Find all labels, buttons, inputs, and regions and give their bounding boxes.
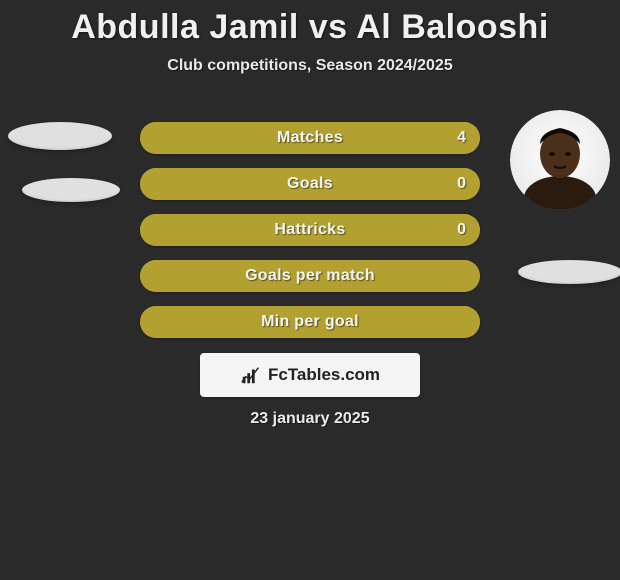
subtitle: Club competitions, Season 2024/2025 (0, 57, 620, 75)
stat-row-matches: Matches 4 (140, 122, 480, 154)
stat-row-min-per-goal: Min per goal (140, 306, 480, 338)
left-ellipse-top (8, 122, 112, 150)
stat-value: 4 (457, 122, 466, 154)
stat-row-hattricks: Hattricks 0 (140, 214, 480, 246)
stat-label: Goals per match (140, 260, 480, 292)
stat-row-goals-per-match: Goals per match (140, 260, 480, 292)
logo-text: FcTables.com (268, 365, 380, 385)
stat-row-goals: Goals 0 (140, 168, 480, 200)
player2-name: Al Balooshi (356, 8, 549, 46)
right-ellipse (518, 260, 620, 284)
avatar-icon (510, 110, 610, 210)
page-title: Abdulla Jamil vs Al Balooshi (0, 0, 620, 47)
stats-bars: Matches 4 Goals 0 Hattricks 0 Goals per … (140, 122, 480, 352)
player2-avatar (510, 110, 610, 210)
stat-value: 0 (457, 168, 466, 200)
stat-value: 0 (457, 214, 466, 246)
stat-label: Hattricks (140, 214, 480, 246)
date-text: 23 january 2025 (0, 410, 620, 428)
chart-icon (240, 364, 262, 386)
stat-label: Goals (140, 168, 480, 200)
player1-name: Abdulla Jamil (71, 8, 299, 46)
vs-text: vs (309, 8, 348, 46)
fctables-logo: FcTables.com (200, 353, 420, 397)
left-ellipse-bottom (22, 178, 120, 202)
stat-label: Min per goal (140, 306, 480, 338)
stat-label: Matches (140, 122, 480, 154)
